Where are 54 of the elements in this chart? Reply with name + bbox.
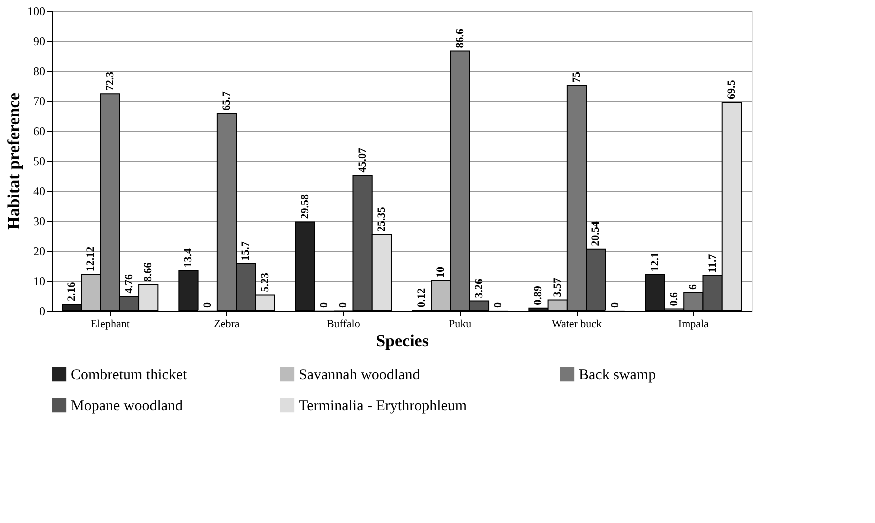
x-tick-label: Zebra <box>214 318 240 330</box>
data-label: 5.23 <box>259 272 272 292</box>
data-label: 3.26 <box>473 278 486 298</box>
data-label: 0 <box>492 302 505 308</box>
x-tick-label: Elephant <box>90 318 130 330</box>
y-tick-label: 100 <box>28 4 46 18</box>
data-label: 15.7 <box>240 241 252 261</box>
y-tick-label: 50 <box>34 154 46 168</box>
legend-label: Back swamp <box>579 368 656 384</box>
y-tick-label: 70 <box>34 94 46 108</box>
data-label: 2.16 <box>66 282 78 302</box>
x-axis-title: Species <box>376 332 430 350</box>
y-tick-label: 60 <box>34 124 46 138</box>
data-label: 86.6 <box>454 28 466 48</box>
data-label: 29.58 <box>299 194 312 220</box>
data-label: 0 <box>338 302 350 308</box>
data-label: 4.76 <box>123 274 136 294</box>
data-label: 10 <box>435 266 448 278</box>
data-label: 45.07 <box>356 148 369 173</box>
x-tick-label: Impala <box>678 318 710 330</box>
data-label: 0.12 <box>416 288 428 308</box>
legend-label: Savannah woodland <box>299 368 421 384</box>
data-label: 0.6 <box>668 292 681 306</box>
data-label: 0.89 <box>532 286 545 306</box>
legend-label: Terminalia - Erythrophleum <box>299 398 468 414</box>
y-tick-label: 0 <box>40 304 46 318</box>
legend-label: Mopane woodland <box>71 398 184 414</box>
data-label: 13.4 <box>182 248 195 268</box>
data-label: 72.3 <box>104 71 116 92</box>
data-label: 0 <box>609 302 622 308</box>
data-label: 69.5 <box>726 80 738 100</box>
y-tick-label: 30 <box>34 214 46 228</box>
data-label: 20.54 <box>590 221 602 246</box>
data-label: 0 <box>202 302 214 308</box>
x-tick-label: Puku <box>449 318 472 330</box>
legend-label: Combretum thicket <box>71 368 188 384</box>
y-tick-label: 40 <box>34 184 46 198</box>
x-tick-label: Water buck <box>552 318 603 330</box>
data-label: 12.1 <box>649 252 662 272</box>
data-label: 12.12 <box>85 246 98 272</box>
data-label: 11.7 <box>706 254 719 273</box>
data-label: 8.66 <box>142 262 155 282</box>
data-label: 0 <box>318 302 331 308</box>
y-axis-title: Habitat preference <box>4 92 24 230</box>
y-tick-label: 10 <box>34 274 46 288</box>
x-tick-label: Buffalo <box>326 318 361 330</box>
data-label: 3.57 <box>552 278 564 298</box>
data-label: 6 <box>688 284 700 290</box>
data-label: 25.35 <box>376 206 388 232</box>
y-tick-label: 20 <box>34 244 46 258</box>
data-label: 75 <box>571 72 583 83</box>
data-label: 65.7 <box>221 91 233 111</box>
y-tick-label: 80 <box>34 64 46 78</box>
y-tick-label: 90 <box>34 34 46 48</box>
